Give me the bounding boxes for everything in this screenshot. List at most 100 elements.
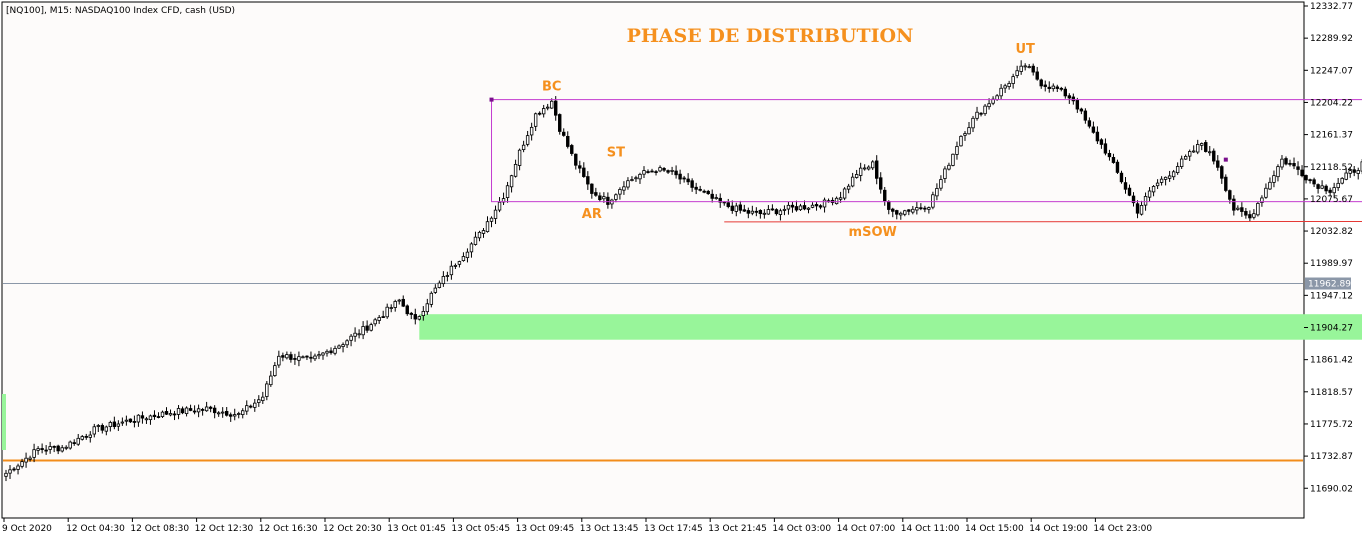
candle-body (654, 171, 658, 173)
candle-body (297, 356, 301, 361)
candle-body (477, 231, 482, 239)
candle-body (345, 340, 349, 346)
x-tick-label: 13 Oct 21:45 (708, 524, 767, 534)
candle-body (1200, 143, 1204, 146)
candle-body (866, 166, 871, 170)
candle-body (204, 406, 209, 412)
candle-body (493, 209, 498, 219)
candle-body (108, 422, 113, 428)
candle-body (578, 165, 582, 169)
candle-body (1167, 175, 1172, 179)
candle-body (979, 112, 983, 115)
candle-body (172, 413, 177, 416)
candle-body (1296, 166, 1300, 170)
candle-body (846, 185, 851, 190)
candle-body (361, 326, 365, 336)
candle-body (188, 408, 193, 411)
candle-body (261, 396, 265, 401)
candle-body (1312, 179, 1316, 185)
candle-body (445, 275, 450, 277)
candle-body (915, 207, 919, 211)
candle-body (730, 205, 734, 211)
support-line (724, 220, 1362, 223)
candle-body (1171, 171, 1176, 178)
candle-body (393, 301, 397, 308)
candle-body (473, 236, 478, 245)
candle-body (710, 193, 714, 199)
candle-body (208, 406, 213, 409)
candle-body (128, 418, 133, 423)
candle-body (56, 445, 60, 452)
candle-body (220, 411, 225, 414)
candle-body (321, 352, 325, 356)
candle-body (453, 265, 458, 267)
candle-body (758, 210, 763, 215)
candle-body (1095, 131, 1100, 142)
candle-body (184, 407, 189, 415)
candle-body (1123, 182, 1128, 190)
candle-body (955, 146, 959, 155)
candle-body (52, 445, 56, 448)
candle-body (192, 410, 197, 413)
candle-body (112, 421, 117, 427)
candle-body (1039, 79, 1043, 87)
candle-body (1119, 172, 1124, 183)
candle-body (76, 437, 80, 445)
candle-body (313, 355, 317, 360)
candle-body (1075, 99, 1080, 110)
x-tick-label: 12 Oct 20:30 (323, 524, 382, 534)
candle-body (1340, 177, 1344, 184)
x-tick-label: 12 Oct 12:30 (195, 524, 254, 534)
y-tick-label: 12161.37 (1310, 131, 1353, 141)
candle-body (871, 161, 875, 169)
candle-body (887, 201, 891, 210)
candle-body (686, 178, 690, 183)
candle-body (32, 449, 36, 458)
candle-body (469, 243, 474, 253)
candle-body (521, 144, 526, 150)
range-box-handle (489, 97, 494, 102)
candle-body (377, 317, 381, 321)
candle-body (566, 135, 570, 147)
candle-body (662, 168, 666, 171)
candle-body (951, 153, 955, 166)
support-zone (419, 314, 1362, 340)
y-tick-label: 11690.02 (1310, 484, 1353, 494)
y-tick-label: 12289.92 (1310, 34, 1353, 44)
candle-body (517, 149, 522, 166)
candle-body (16, 465, 20, 470)
candle-body (513, 163, 518, 177)
candle-body (140, 415, 145, 419)
candle-body (1031, 65, 1035, 73)
candle-body (8, 469, 12, 474)
candle-body (249, 405, 253, 408)
candle-body (875, 160, 879, 179)
candle-body (277, 355, 281, 366)
y-tick-label: 12032.82 (1310, 227, 1353, 237)
candle-body (68, 441, 72, 449)
x-tick-label: 13 Oct 17:45 (644, 524, 703, 534)
candle-body (1328, 189, 1332, 193)
candle-body (586, 176, 590, 185)
candle-body (762, 212, 767, 215)
candle-body (92, 426, 96, 435)
candle-body (618, 189, 622, 195)
candle-body (449, 265, 454, 276)
candle-body (1111, 157, 1116, 163)
candle-body (229, 414, 233, 417)
candle-body (1115, 161, 1120, 173)
candle-body (582, 167, 586, 177)
candle-body (1304, 175, 1308, 181)
candle-body (1228, 190, 1232, 200)
candle-body (425, 303, 430, 313)
candle-body (293, 358, 297, 360)
candle-body (237, 413, 241, 415)
overlays-layer: 100.061.850.038.223.60.0BCARSTUTmSOWLPSY… (489, 42, 1362, 240)
candle-body (409, 312, 413, 315)
candle-body (289, 354, 293, 360)
candle-body (678, 173, 682, 180)
candle-body (281, 355, 285, 358)
candle-body (357, 333, 361, 336)
candle-body (626, 180, 630, 188)
